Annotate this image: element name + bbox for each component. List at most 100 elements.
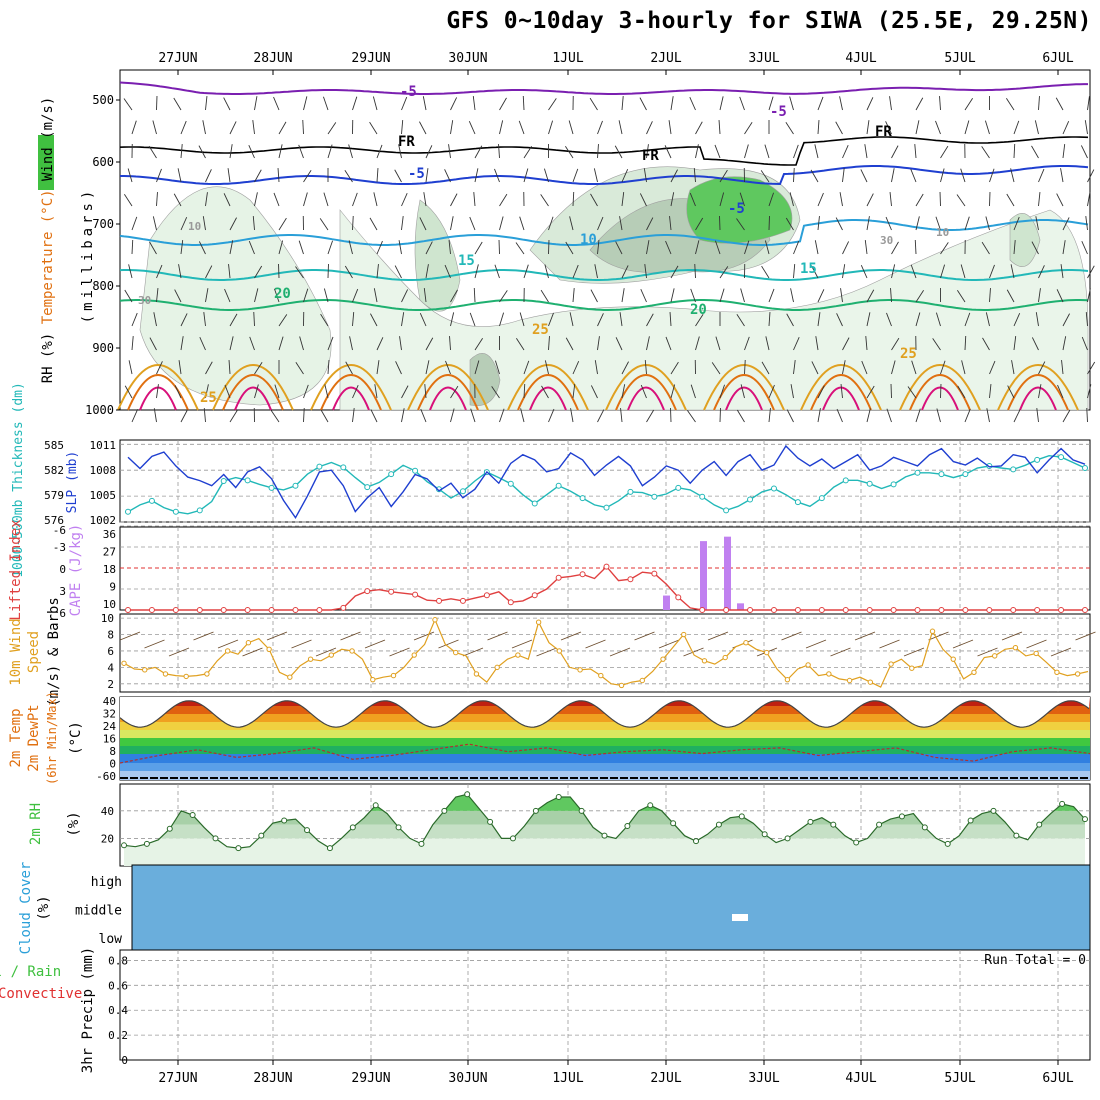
wind-barb bbox=[1035, 216, 1039, 231]
wind-barb bbox=[689, 192, 696, 207]
rh-marker bbox=[464, 791, 471, 798]
wind-barb bbox=[1062, 121, 1070, 135]
wind-barb bbox=[156, 264, 163, 279]
wind-barb bbox=[817, 289, 825, 303]
wind-barb bbox=[1081, 241, 1088, 255]
thickness-line-marker bbox=[723, 507, 730, 514]
wind-speed-marker bbox=[1033, 650, 1039, 657]
wind-barb bbox=[768, 312, 771, 327]
rh-marker bbox=[830, 821, 837, 828]
wind-barb bbox=[448, 144, 451, 159]
rh-marker bbox=[189, 811, 196, 818]
isotherm-30-7 bbox=[810, 374, 872, 411]
wind-barb bbox=[568, 120, 574, 135]
wind-barb bbox=[223, 97, 231, 111]
wind-barb bbox=[891, 337, 900, 351]
wind-barb bbox=[472, 96, 476, 111]
wind-barb bbox=[839, 96, 843, 111]
wind-barb bbox=[597, 144, 599, 159]
wind-speed-marker bbox=[681, 631, 687, 638]
wind-barb bbox=[1031, 145, 1039, 159]
wind-barb bbox=[719, 266, 729, 279]
wind-barb bbox=[395, 361, 402, 375]
rh-marker bbox=[1013, 832, 1020, 839]
precip-tick: 0 bbox=[121, 1054, 128, 1067]
wind-barb bbox=[302, 119, 304, 135]
contour-label: 15 bbox=[800, 261, 817, 277]
wind-barb bbox=[299, 336, 304, 351]
wind-barb bbox=[203, 312, 206, 327]
wind-tick: 6 bbox=[107, 645, 114, 658]
wind-speed-marker bbox=[577, 667, 583, 673]
wind-barb bbox=[398, 144, 402, 159]
wind-barb bbox=[811, 361, 819, 375]
wind-barb bbox=[768, 408, 771, 423]
wind-barb bbox=[793, 264, 796, 279]
wind-speed-marker bbox=[245, 640, 252, 646]
rh-panel: 40 20 2m RH (%) bbox=[28, 783, 1091, 867]
lifted-index-line-marker bbox=[986, 607, 993, 613]
wind-barb bbox=[940, 242, 949, 255]
wind-barb bbox=[548, 408, 555, 423]
temp-band bbox=[120, 771, 1090, 780]
thickness-tick: 582 bbox=[44, 464, 64, 477]
lifted-index-line-marker bbox=[1082, 607, 1088, 613]
wind-barb bbox=[540, 194, 549, 207]
wind-barb bbox=[1005, 98, 1015, 111]
surface-barb bbox=[560, 631, 582, 641]
wind-barb bbox=[223, 193, 231, 207]
wind-barb bbox=[1056, 193, 1064, 207]
surface-barb bbox=[1050, 647, 1072, 657]
slp-tick: 1011 bbox=[90, 439, 117, 452]
upper-air-panel: -5 -5 FR FR FR -5 -5 10 15 15 20 20 25 25 25 10 30 30 10 50… bbox=[38, 51, 1096, 423]
wind-barb bbox=[548, 120, 554, 135]
panel-label: Lifted Index bbox=[8, 519, 24, 620]
wind-barb bbox=[693, 168, 696, 183]
wind-barb bbox=[1085, 312, 1088, 327]
wind-barb bbox=[180, 409, 188, 423]
wind-barb bbox=[764, 144, 770, 159]
thickness-line-marker bbox=[364, 484, 371, 491]
wind-barb bbox=[964, 312, 971, 327]
rh-marker bbox=[509, 835, 516, 842]
wind-barb bbox=[1036, 408, 1039, 423]
wind-barb bbox=[254, 96, 258, 111]
thickness-line-marker bbox=[268, 484, 275, 491]
wind-barb bbox=[156, 168, 162, 183]
wind-barb bbox=[372, 96, 378, 111]
wind-barb bbox=[445, 360, 451, 375]
wind-barb bbox=[619, 216, 623, 231]
wind-barb bbox=[352, 215, 354, 231]
wind-barb bbox=[621, 265, 629, 279]
wind-barb bbox=[450, 120, 454, 135]
precip-panel: 0.8 0.6 0.4 0.2 0 Run Total = 0 27JUN 28JUN 29JU… bbox=[0, 947, 1091, 1086]
wind-barb bbox=[744, 336, 750, 351]
side-label-part: Temperature (°C) bbox=[40, 181, 56, 324]
wind-barb bbox=[177, 168, 182, 183]
chart-title: GFS 0~10day 3-hourly for SIWA (25.5E, 29… bbox=[446, 8, 1092, 34]
thickness-line-marker bbox=[125, 508, 131, 515]
wind-barb bbox=[450, 408, 455, 423]
wind-barb bbox=[1038, 265, 1045, 279]
thickness-line-marker bbox=[818, 495, 825, 502]
wind-barb bbox=[789, 96, 794, 111]
wind-barb bbox=[499, 408, 505, 423]
cape-tick: 9 bbox=[109, 581, 116, 594]
wind-barb bbox=[890, 288, 892, 303]
thickness-line-marker bbox=[316, 463, 323, 470]
wind-barb bbox=[468, 121, 476, 135]
lifted-index-line-marker bbox=[747, 607, 754, 613]
surface-barb bbox=[585, 639, 606, 649]
wind-barb bbox=[815, 336, 819, 351]
wind-barb bbox=[149, 241, 157, 255]
wind-barb bbox=[394, 169, 402, 183]
isotherm-35-6 bbox=[725, 386, 763, 411]
wind-barb bbox=[369, 217, 378, 231]
wind-barb bbox=[1062, 313, 1070, 327]
lifted-index-line-marker bbox=[292, 607, 299, 613]
wind-barb bbox=[597, 409, 605, 423]
wind-barb bbox=[494, 168, 500, 183]
wind-barb bbox=[352, 385, 359, 399]
wind-barb bbox=[1038, 192, 1041, 207]
surface-barb bbox=[389, 647, 410, 657]
